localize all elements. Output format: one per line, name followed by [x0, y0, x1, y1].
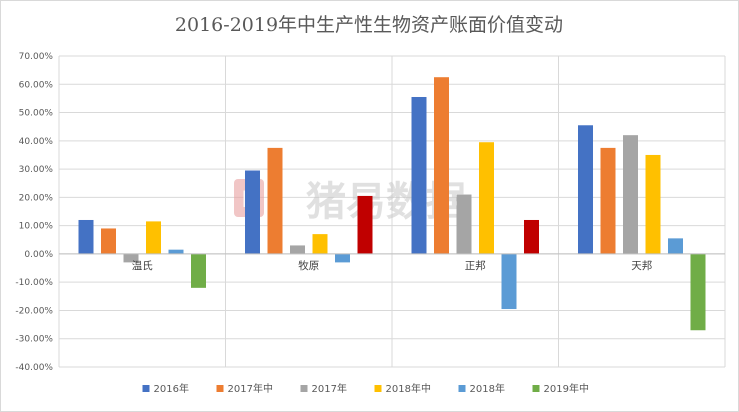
- legend-swatch: [532, 385, 540, 392]
- legend-swatch: [142, 385, 150, 392]
- y-tick-label: 70.00%: [19, 52, 54, 62]
- bar: [168, 249, 184, 254]
- bar: [245, 170, 260, 254]
- highlight-bar: [524, 219, 539, 254]
- legend-label: 2018年: [470, 382, 505, 395]
- bar: [267, 147, 283, 254]
- y-tick-label: 60.00%: [19, 80, 54, 90]
- legend-swatch: [300, 385, 308, 392]
- bar: [78, 219, 94, 254]
- bar: [600, 147, 616, 254]
- bar: [690, 253, 706, 331]
- y-tick-label: -30.00%: [15, 335, 53, 345]
- bar: [456, 194, 472, 254]
- y-tick-label: 40.00%: [19, 137, 54, 147]
- legend-swatch: [374, 385, 382, 392]
- bars: [78, 77, 706, 331]
- y-tick-label: 30.00%: [19, 165, 54, 175]
- bar: [123, 253, 139, 263]
- legend-label: 2017年: [312, 382, 347, 395]
- bar: [146, 221, 161, 254]
- bar: [335, 253, 350, 263]
- y-tick-label: -40.00%: [15, 363, 53, 373]
- legend-label: 2019年中: [544, 382, 589, 395]
- bar: [191, 253, 206, 288]
- bar: [411, 96, 427, 254]
- legend-swatch: [458, 385, 466, 392]
- bar: [668, 238, 683, 254]
- chart-title: 2016-2019年中生产性生物资产账面价值变动: [175, 14, 563, 36]
- legend: 2016年 2017年中 2017年 2018年中 2018年 2019年中: [142, 382, 589, 395]
- legend-swatch: [216, 385, 224, 392]
- y-tick-label: 0.00%: [24, 250, 53, 260]
- highlight-bar: [357, 195, 373, 254]
- bar: [290, 245, 305, 254]
- y-tick-label: -20.00%: [15, 306, 53, 316]
- bar: [434, 77, 449, 254]
- legend-label: 2018年中: [386, 382, 431, 395]
- y-tick-label: -10.00%: [15, 278, 53, 288]
- legend-label: 2017年中: [228, 382, 273, 395]
- axes: -40.00% -30.00% -20.00% -10.00% 0.00% 10.00% 2…: [15, 52, 725, 373]
- bar: [101, 228, 116, 254]
- bar: [479, 142, 494, 254]
- bar: [578, 125, 593, 254]
- category-label: 天邦: [631, 259, 652, 272]
- bar: [312, 234, 328, 254]
- y-tick-label: 10.00%: [19, 222, 54, 232]
- y-tick-label: 50.00%: [19, 109, 54, 119]
- legend-label: 2016年: [154, 382, 189, 395]
- y-tick-label: 20.00%: [19, 193, 54, 203]
- bar: [623, 135, 638, 254]
- bar: [501, 253, 517, 310]
- category-label: 牧原: [298, 259, 319, 272]
- category-label: 正邦: [465, 259, 486, 272]
- category-label: 温氏: [132, 260, 153, 272]
- bar: [645, 154, 661, 254]
